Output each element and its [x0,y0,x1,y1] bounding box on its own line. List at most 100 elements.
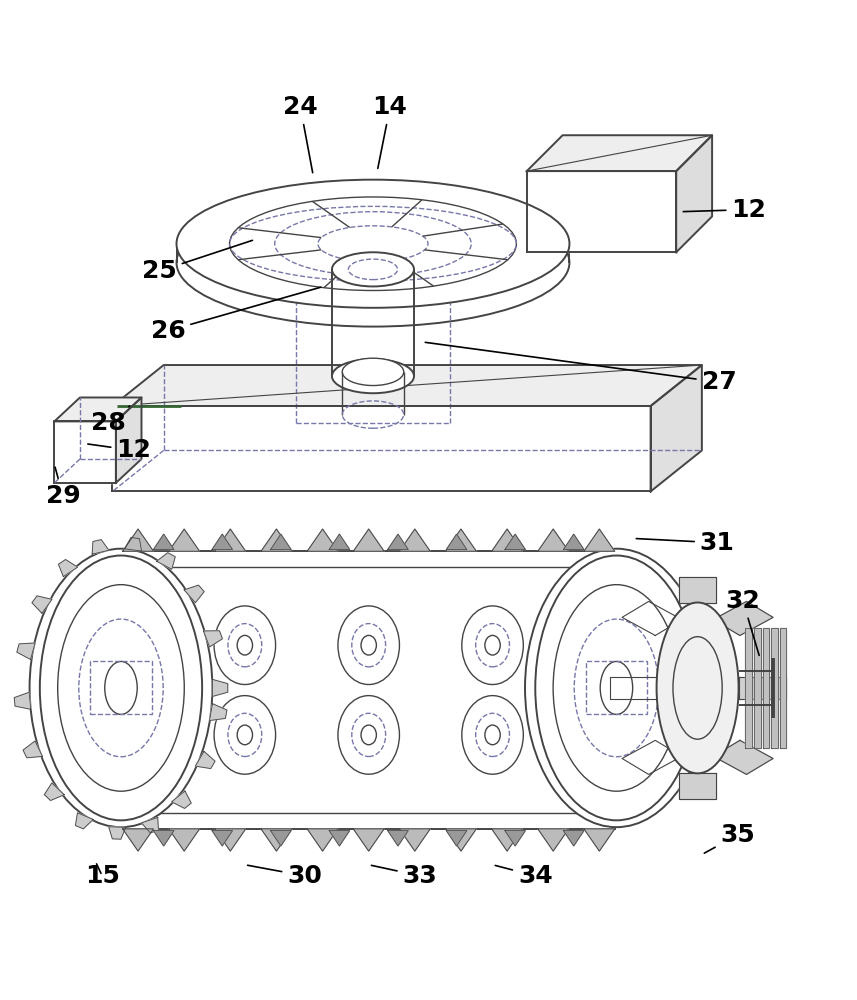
Polygon shape [271,534,291,550]
Text: 24: 24 [283,95,318,173]
Polygon shape [329,534,350,550]
Polygon shape [679,773,716,799]
Ellipse shape [214,696,276,774]
Ellipse shape [338,606,399,685]
Bar [90,661,152,714]
Polygon shape [32,596,52,613]
Polygon shape [492,829,523,851]
Ellipse shape [462,606,524,685]
Polygon shape [387,831,408,846]
Polygon shape [54,397,141,421]
Ellipse shape [230,197,517,291]
Polygon shape [563,534,584,550]
Text: 35: 35 [704,823,755,853]
Ellipse shape [332,359,414,393]
Polygon shape [446,529,476,551]
Ellipse shape [536,556,698,820]
Ellipse shape [177,198,569,327]
Ellipse shape [462,696,524,774]
Text: 34: 34 [495,864,553,888]
Polygon shape [399,529,430,551]
Polygon shape [713,601,773,635]
Polygon shape [124,538,141,551]
Polygon shape [353,529,384,551]
Text: 14: 14 [373,95,407,168]
Text: 31: 31 [636,531,734,555]
Polygon shape [505,831,525,846]
Polygon shape [215,529,246,551]
Polygon shape [739,677,786,699]
Text: 29: 29 [45,467,81,508]
Ellipse shape [177,180,569,308]
Polygon shape [527,135,712,171]
Polygon shape [563,831,584,846]
Text: 30: 30 [248,864,322,888]
Text: 33: 33 [371,864,437,888]
Polygon shape [622,740,682,774]
Polygon shape [387,534,408,550]
Polygon shape [622,601,682,635]
Polygon shape [399,829,430,851]
Polygon shape [169,529,200,551]
Polygon shape [538,829,568,851]
Polygon shape [215,829,246,851]
Ellipse shape [30,549,213,827]
Polygon shape [195,751,215,769]
Text: 26: 26 [151,287,321,343]
Text: 15: 15 [85,864,120,888]
Ellipse shape [214,606,276,685]
Text: 12: 12 [88,438,151,462]
Ellipse shape [656,603,739,773]
Polygon shape [153,831,174,846]
Polygon shape [754,628,761,748]
Polygon shape [679,577,716,603]
Polygon shape [527,171,676,252]
Polygon shape [212,831,232,846]
Text: 27: 27 [425,342,736,394]
Polygon shape [505,534,525,550]
Ellipse shape [525,549,708,827]
Polygon shape [209,704,227,721]
Text: 12: 12 [683,198,766,222]
Polygon shape [116,397,141,483]
Polygon shape [538,529,568,551]
Ellipse shape [39,556,202,820]
Polygon shape [492,529,523,551]
Polygon shape [153,534,174,550]
Polygon shape [676,135,712,252]
Polygon shape [261,829,292,851]
Polygon shape [650,365,702,491]
Polygon shape [23,741,43,758]
Polygon shape [746,628,752,748]
Polygon shape [212,534,232,550]
Polygon shape [213,679,228,696]
Polygon shape [93,540,109,554]
Polygon shape [123,829,153,851]
Text: 28: 28 [91,406,129,435]
Polygon shape [307,529,338,551]
Polygon shape [329,831,350,846]
Polygon shape [204,631,223,647]
Polygon shape [112,365,702,406]
Polygon shape [261,529,292,551]
Ellipse shape [332,252,414,286]
Polygon shape [171,791,191,808]
Polygon shape [54,421,116,483]
Ellipse shape [338,696,399,774]
Polygon shape [780,628,787,748]
Polygon shape [307,829,338,851]
Bar [585,661,647,714]
Polygon shape [446,831,467,846]
Polygon shape [763,628,770,748]
Polygon shape [15,692,31,709]
Polygon shape [353,829,384,851]
Polygon shape [446,829,476,851]
Polygon shape [123,529,153,551]
Polygon shape [112,406,650,491]
Polygon shape [609,677,656,699]
Polygon shape [75,813,93,829]
Polygon shape [184,585,204,603]
Text: 32: 32 [726,589,760,655]
Polygon shape [271,831,291,846]
Polygon shape [584,529,614,551]
